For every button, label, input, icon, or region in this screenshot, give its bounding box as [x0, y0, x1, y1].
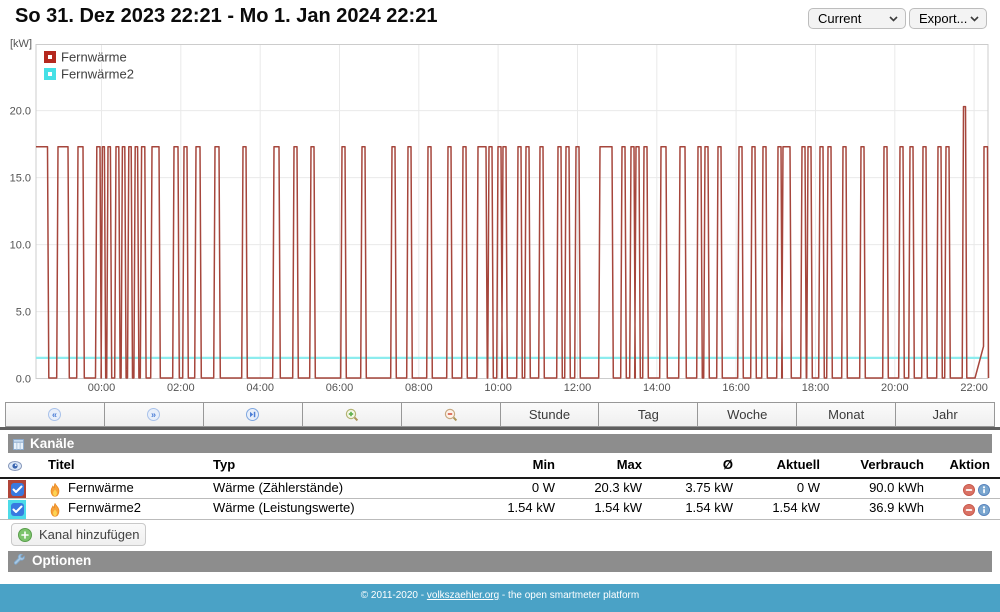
svg-text:5.0: 5.0 — [16, 307, 31, 319]
svg-text:15.0: 15.0 — [10, 173, 31, 185]
svg-text:00:00: 00:00 — [88, 382, 116, 394]
svg-text:22:00: 22:00 — [960, 382, 988, 394]
svg-text:20.0: 20.0 — [10, 106, 31, 118]
svg-text:Fernwärme: Fernwärme — [61, 50, 127, 65]
svg-text:Fernwärme2: Fernwärme2 — [61, 67, 134, 82]
svg-text:12:00: 12:00 — [564, 382, 592, 394]
svg-text:«: « — [52, 410, 57, 420]
svg-text:14:00: 14:00 — [643, 382, 671, 394]
svg-text:06:00: 06:00 — [326, 382, 354, 394]
svg-text:08:00: 08:00 — [405, 382, 433, 394]
svg-text:0.0: 0.0 — [16, 374, 31, 386]
svg-text:20:00: 20:00 — [881, 382, 909, 394]
svg-text:10.0: 10.0 — [10, 240, 31, 252]
svg-text:18:00: 18:00 — [802, 382, 830, 394]
svg-text:[kW]: [kW] — [10, 38, 32, 50]
svg-text:02:00: 02:00 — [167, 382, 195, 394]
svg-text:04:00: 04:00 — [246, 382, 274, 394]
svg-text:»: » — [151, 410, 156, 420]
svg-text:10:00: 10:00 — [484, 382, 512, 394]
svg-text:16:00: 16:00 — [722, 382, 750, 394]
